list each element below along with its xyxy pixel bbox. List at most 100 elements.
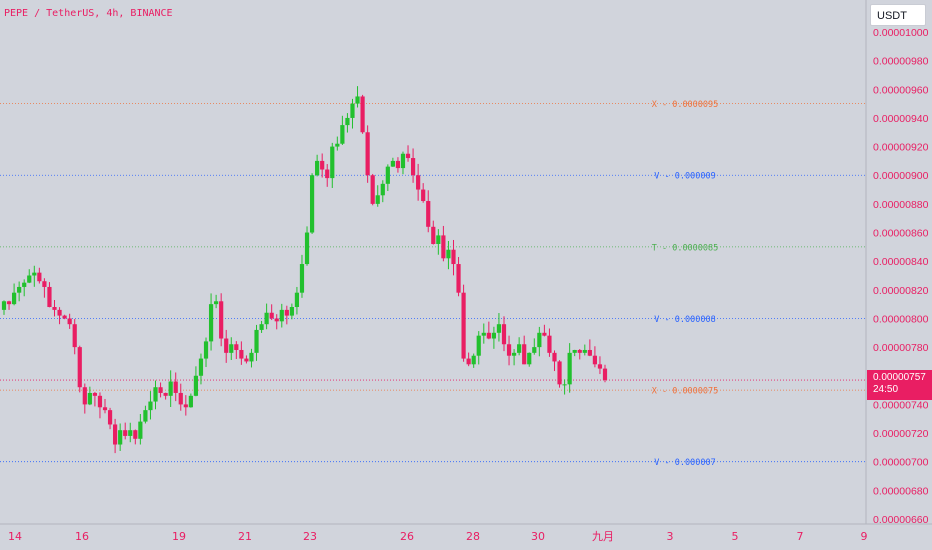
- y-tick-label: 0.00000880: [873, 199, 929, 211]
- candle: [72, 319, 77, 355]
- x-tick-label: 26: [400, 530, 414, 543]
- candle: [234, 341, 239, 360]
- candle: [335, 136, 340, 151]
- candle: [77, 345, 82, 393]
- candle: [12, 283, 17, 306]
- candle: [148, 391, 153, 420]
- candle: [22, 279, 27, 297]
- candle: [6, 300, 12, 310]
- candle: [178, 383, 183, 411]
- candle: [113, 418, 118, 454]
- candle: [461, 284, 466, 362]
- candle: [304, 226, 310, 266]
- candle: [486, 321, 491, 340]
- last-price-value: 0.00000757: [873, 372, 926, 383]
- y-tick-label: 0.00000840: [873, 256, 929, 268]
- candle: [410, 148, 416, 183]
- x-tick-label: 九月: [592, 530, 614, 543]
- candle: [138, 414, 143, 445]
- y-tick-label: 0.00000740: [873, 399, 929, 411]
- candle: [168, 370, 173, 407]
- x-tick-label: 28: [466, 530, 480, 543]
- candle: [143, 405, 148, 424]
- candle: [441, 225, 446, 262]
- candle: [214, 294, 219, 309]
- level-label: V - 0.000009: [654, 172, 715, 182]
- candle: [370, 173, 375, 206]
- candle: [47, 282, 52, 308]
- candle: [522, 335, 527, 365]
- candle: [284, 305, 289, 325]
- y-tick-label: 0.00000860: [873, 228, 929, 240]
- candle: [380, 180, 385, 203]
- candle: [274, 314, 279, 330]
- candle: [309, 173, 315, 234]
- candle: [269, 304, 274, 321]
- candle: [57, 307, 62, 325]
- candle: [471, 353, 476, 368]
- candle: [102, 398, 108, 414]
- x-tick-label: 7: [797, 530, 804, 543]
- candle: [330, 142, 335, 188]
- candle: [511, 349, 517, 366]
- level-label: V - 0.000008: [654, 315, 715, 325]
- candle: [476, 331, 481, 365]
- x-tick-label: 16: [75, 530, 89, 543]
- candle: [158, 382, 163, 398]
- candle: [193, 366, 199, 397]
- level-label: X - 0.0000075: [652, 387, 719, 397]
- candle: [208, 293, 214, 351]
- candle: [385, 164, 390, 191]
- candle: [552, 350, 557, 372]
- candle: [360, 94, 365, 134]
- y-tick-label: 0.00000980: [873, 56, 929, 68]
- candle: [249, 348, 254, 368]
- candle: [466, 352, 471, 367]
- candle: [375, 185, 380, 207]
- candle: [254, 324, 259, 361]
- candle: [67, 313, 72, 329]
- y-tick-label: 0.00000780: [873, 342, 929, 354]
- candle: [345, 113, 350, 133]
- candle: [183, 395, 188, 416]
- candle: [527, 352, 532, 367]
- candle: [426, 190, 431, 233]
- candle: [557, 360, 562, 388]
- x-tick-label: 3: [667, 530, 674, 543]
- candle: [421, 183, 426, 203]
- candle: [587, 339, 592, 357]
- candle: [229, 337, 234, 361]
- candle: [173, 372, 178, 402]
- candle: [198, 353, 204, 385]
- y-tick-label: 0.00000800: [873, 313, 929, 325]
- candle: [496, 313, 502, 342]
- candle: [400, 151, 406, 175]
- level-label: X - 0.0000095: [652, 100, 719, 110]
- currency-button[interactable]: USDT: [870, 4, 926, 26]
- candle: [365, 125, 370, 183]
- candle: [567, 343, 572, 393]
- candle: [299, 254, 305, 298]
- candle: [325, 164, 330, 187]
- candle: [219, 293, 224, 347]
- y-tick-label: 0.00000700: [873, 457, 929, 469]
- y-tick-label: 0.00000900: [873, 170, 929, 182]
- candle: [82, 383, 87, 414]
- x-tick-label: 21: [238, 530, 252, 543]
- candle: [294, 286, 300, 315]
- candle: [390, 157, 395, 167]
- y-tick-label: 0.00000820: [873, 285, 929, 297]
- candle: [532, 338, 537, 355]
- candle: [602, 364, 608, 383]
- candle: [279, 303, 284, 328]
- candle: [436, 229, 441, 255]
- candle: [481, 323, 486, 344]
- candle: [350, 98, 355, 129]
- candle: [592, 346, 597, 368]
- symbol-title: PEPE / TetherUS, 4h, BINANCE: [4, 8, 173, 19]
- candle: [289, 303, 294, 320]
- candle: [537, 326, 542, 357]
- x-tick-label: 23: [303, 530, 317, 543]
- candle: [188, 393, 193, 408]
